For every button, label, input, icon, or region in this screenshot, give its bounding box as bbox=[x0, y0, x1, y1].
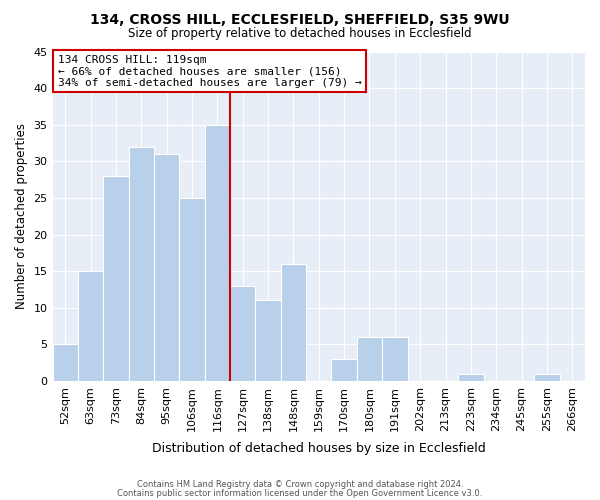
Bar bbox=[357, 337, 382, 381]
Bar bbox=[128, 146, 154, 381]
Text: Contains HM Land Registry data © Crown copyright and database right 2024.: Contains HM Land Registry data © Crown c… bbox=[137, 480, 463, 489]
Bar bbox=[154, 154, 179, 381]
Bar bbox=[78, 271, 103, 381]
Bar bbox=[179, 198, 205, 381]
X-axis label: Distribution of detached houses by size in Ecclesfield: Distribution of detached houses by size … bbox=[152, 442, 485, 455]
Bar bbox=[205, 124, 230, 381]
Bar bbox=[458, 374, 484, 381]
Text: Contains public sector information licensed under the Open Government Licence v3: Contains public sector information licen… bbox=[118, 489, 482, 498]
Text: 134 CROSS HILL: 119sqm
← 66% of detached houses are smaller (156)
34% of semi-de: 134 CROSS HILL: 119sqm ← 66% of detached… bbox=[58, 55, 362, 88]
Text: Size of property relative to detached houses in Ecclesfield: Size of property relative to detached ho… bbox=[128, 28, 472, 40]
Bar bbox=[103, 176, 128, 381]
Y-axis label: Number of detached properties: Number of detached properties bbox=[15, 124, 28, 310]
Bar bbox=[256, 300, 281, 381]
Text: 134, CROSS HILL, ECCLESFIELD, SHEFFIELD, S35 9WU: 134, CROSS HILL, ECCLESFIELD, SHEFFIELD,… bbox=[90, 12, 510, 26]
Bar bbox=[53, 344, 78, 381]
Bar bbox=[382, 337, 407, 381]
Bar bbox=[230, 286, 256, 381]
Bar bbox=[331, 359, 357, 381]
Bar bbox=[281, 264, 306, 381]
Bar bbox=[534, 374, 560, 381]
